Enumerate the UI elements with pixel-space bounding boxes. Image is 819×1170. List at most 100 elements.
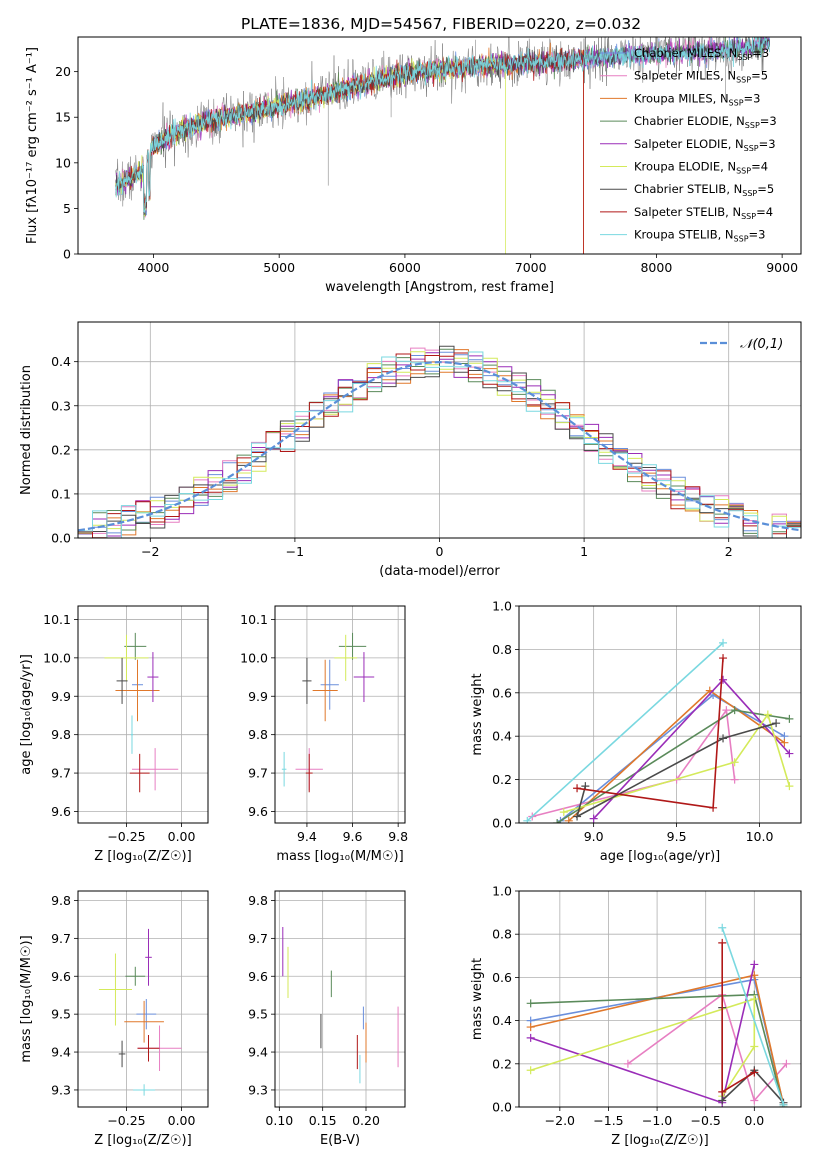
errorbar-chabrier_miles [320, 659, 339, 710]
x-axis-label: Z [log₁₀(Z/Z☉)] [94, 1133, 191, 1148]
x-tick-label: −2 [141, 544, 159, 559]
axes-mass_vs_ebv: 0.10 0.15 0.20 9.3 9.4 9.5 9.6 9.7 9.8 E(B-V) [248, 890, 406, 1148]
y-tick-label: 9.7 [51, 931, 71, 946]
legend-label-chabrier_stelib: Chabrier STELIB, NSSP=5 [634, 182, 774, 198]
y-tick-label: 0.3 [51, 398, 71, 413]
grid-mass_vs_Z [78, 891, 208, 1107]
axes-frame [77, 36, 802, 255]
weight-marker-chabrier_stelib [573, 812, 582, 821]
errorbar-kroupa_miles [312, 659, 338, 722]
weight-marker-salpeter_miles [750, 1096, 759, 1105]
x-tick-label: 0.00 [168, 829, 196, 844]
y-tick-label: 0.4 [492, 729, 512, 744]
errorbar-chabrier_stelib [118, 1040, 126, 1068]
x-tick-label: 0.00 [168, 1113, 196, 1128]
legend-label-kroupa_elodie: Kroupa ELODIE, NSSP=4 [634, 160, 768, 176]
y-tick-label: 9.8 [51, 727, 71, 742]
x-tick-label: 0.15 [309, 1113, 337, 1128]
grid-age_vs_mass [275, 606, 405, 823]
content-mass_vs_Z [98, 928, 182, 1096]
x-axis-label: Z [log₁₀(Z/Z☉)] [94, 849, 191, 864]
weight-marker-kroupa_elodie [559, 808, 568, 817]
x-tick-label: 9.0 [584, 829, 604, 844]
x-axis-label: age [log₁₀(age/yr)] [600, 849, 721, 864]
errorbar-kroupa_miles [124, 1000, 164, 1043]
y-tick-label: 0.6 [492, 970, 512, 985]
y-tick-label: 0.1 [51, 486, 71, 501]
y-tick-label: 0.2 [492, 1056, 512, 1071]
weight-marker-kroupa_stelib [719, 638, 728, 647]
y-tick-label: 9.3 [248, 1082, 268, 1097]
axes-frame [77, 321, 802, 539]
y-tick-label: 9.9 [51, 689, 71, 704]
weight-marker-salpeter_stelib [709, 803, 718, 812]
errorbar-salpeter_stelib [129, 753, 150, 793]
weight-marker-salpeter_miles [782, 1059, 791, 1068]
errorbar-salpeter_elodie [147, 652, 159, 703]
weight-marker-salpeter_stelib [573, 784, 582, 793]
y-tick-label: 9.7 [248, 931, 268, 946]
errorbar-chabrier_miles [136, 999, 157, 1030]
y-tick-label: 0.2 [492, 772, 512, 787]
errorbar-salpeter_stelib [137, 1035, 160, 1062]
x-tick-label: −0.5 [691, 1113, 721, 1128]
weight-marker-salpeter_stelib [718, 1087, 727, 1096]
axes-weight_vs_age: 9.0 9.5 10.0 0.0 0.2 0.4 0.6 0.8 1.0 age [log₁₀(a… [470, 599, 802, 864]
weight-marker-salpeter_elodie [750, 960, 759, 969]
errorbar-salpeter_elodie [353, 652, 375, 703]
y-tick-label: 10 [55, 155, 71, 170]
y-tick-label: 0.8 [492, 927, 512, 942]
y-tick-label: 9.4 [248, 1045, 268, 1060]
legend-label-salpeter_elodie: Salpeter ELODIE, NSSP=3 [634, 137, 776, 153]
errorbar-salpeter_stelib [305, 753, 313, 793]
y-axis-label: mass [log₁₀(M/M☉)] [19, 935, 34, 1062]
normal-curve [78, 360, 801, 532]
x-tick-label: 9.8 [388, 829, 408, 844]
weight-marker-salpeter_elodie [589, 814, 598, 823]
errorbar-kroupa_stelib [133, 1084, 156, 1096]
axes-age_vs_Z: −0.25 0.00 9.6 9.7 9.8 9.9 10.0 10.1 Z [log₁₀(Z/… [19, 605, 209, 864]
legend-label-kroupa_miles: Kroupa MILES, NSSP=3 [634, 91, 760, 107]
x-tick-label: −2.0 [545, 1113, 575, 1128]
weight-marker-salpeter_elodie [526, 1033, 535, 1042]
errorbar-salpeter_elodie [145, 928, 152, 986]
y-tick-label: 9.7 [51, 766, 71, 781]
x-tick-label: −1 [286, 544, 304, 559]
y-axis-label: mass weight [470, 958, 485, 1040]
x-tick-label: 1 [580, 544, 588, 559]
weight-marker-chabrier_elodie [785, 714, 794, 723]
y-tick-label: 9.7 [248, 766, 268, 781]
x-tick-label: 0.10 [265, 1113, 293, 1128]
content-mass_vs_ebv [282, 927, 399, 1084]
y-tick-label: 9.6 [51, 804, 71, 819]
errorbar-kroupa_elodie [104, 634, 149, 681]
axes-frame [77, 890, 209, 1108]
y-tick-label: 9.9 [248, 689, 268, 704]
x-tick-label: 4000 [138, 260, 170, 275]
y-tick-label: 9.8 [51, 893, 71, 908]
weight-line-kroupa_elodie [530, 997, 756, 1097]
x-tick-label: −0.25 [107, 1113, 145, 1128]
weight-marker-kroupa_miles [526, 1023, 535, 1032]
y-tick-label: 0.8 [492, 642, 512, 657]
y-tick-label: 15 [55, 110, 71, 125]
weight-line-chabrier_stelib [721, 1007, 785, 1104]
weight-marker-chabrier_stelib [718, 1096, 727, 1105]
legend-label-kroupa_stelib: Kroupa STELIB, NSSP=3 [634, 228, 765, 244]
spectrum-legend: Chabrier MILES, NSSP=3 Salpeter MILES, NS… [600, 46, 777, 244]
x-tick-label: 9000 [766, 260, 798, 275]
weight-marker-kroupa_stelib [523, 816, 532, 823]
x-tick-label: 9.4 [297, 829, 317, 844]
errorbar-chabrier_stelib [302, 657, 312, 704]
weight-marker-kroupa_elodie [526, 1066, 535, 1075]
axes-age_vs_mass: 9.4 9.6 9.8 9.6 9.7 9.8 9.9 10.0 10.1 mass [log₁₀… [240, 605, 408, 864]
axes-frame [77, 605, 209, 824]
weight-marker-kroupa_elodie [750, 995, 759, 1003]
y-tick-label: 5 [63, 201, 71, 216]
weight-marker-kroupa_elodie [750, 1042, 759, 1051]
y-tick-label: 9.6 [248, 969, 268, 984]
weight-marker-kroupa_elodie [763, 710, 772, 719]
errorbar-chabrier_elodie [338, 632, 367, 660]
y-tick-label: 0.4 [51, 354, 71, 369]
y-tick-label: 1.0 [492, 599, 512, 614]
